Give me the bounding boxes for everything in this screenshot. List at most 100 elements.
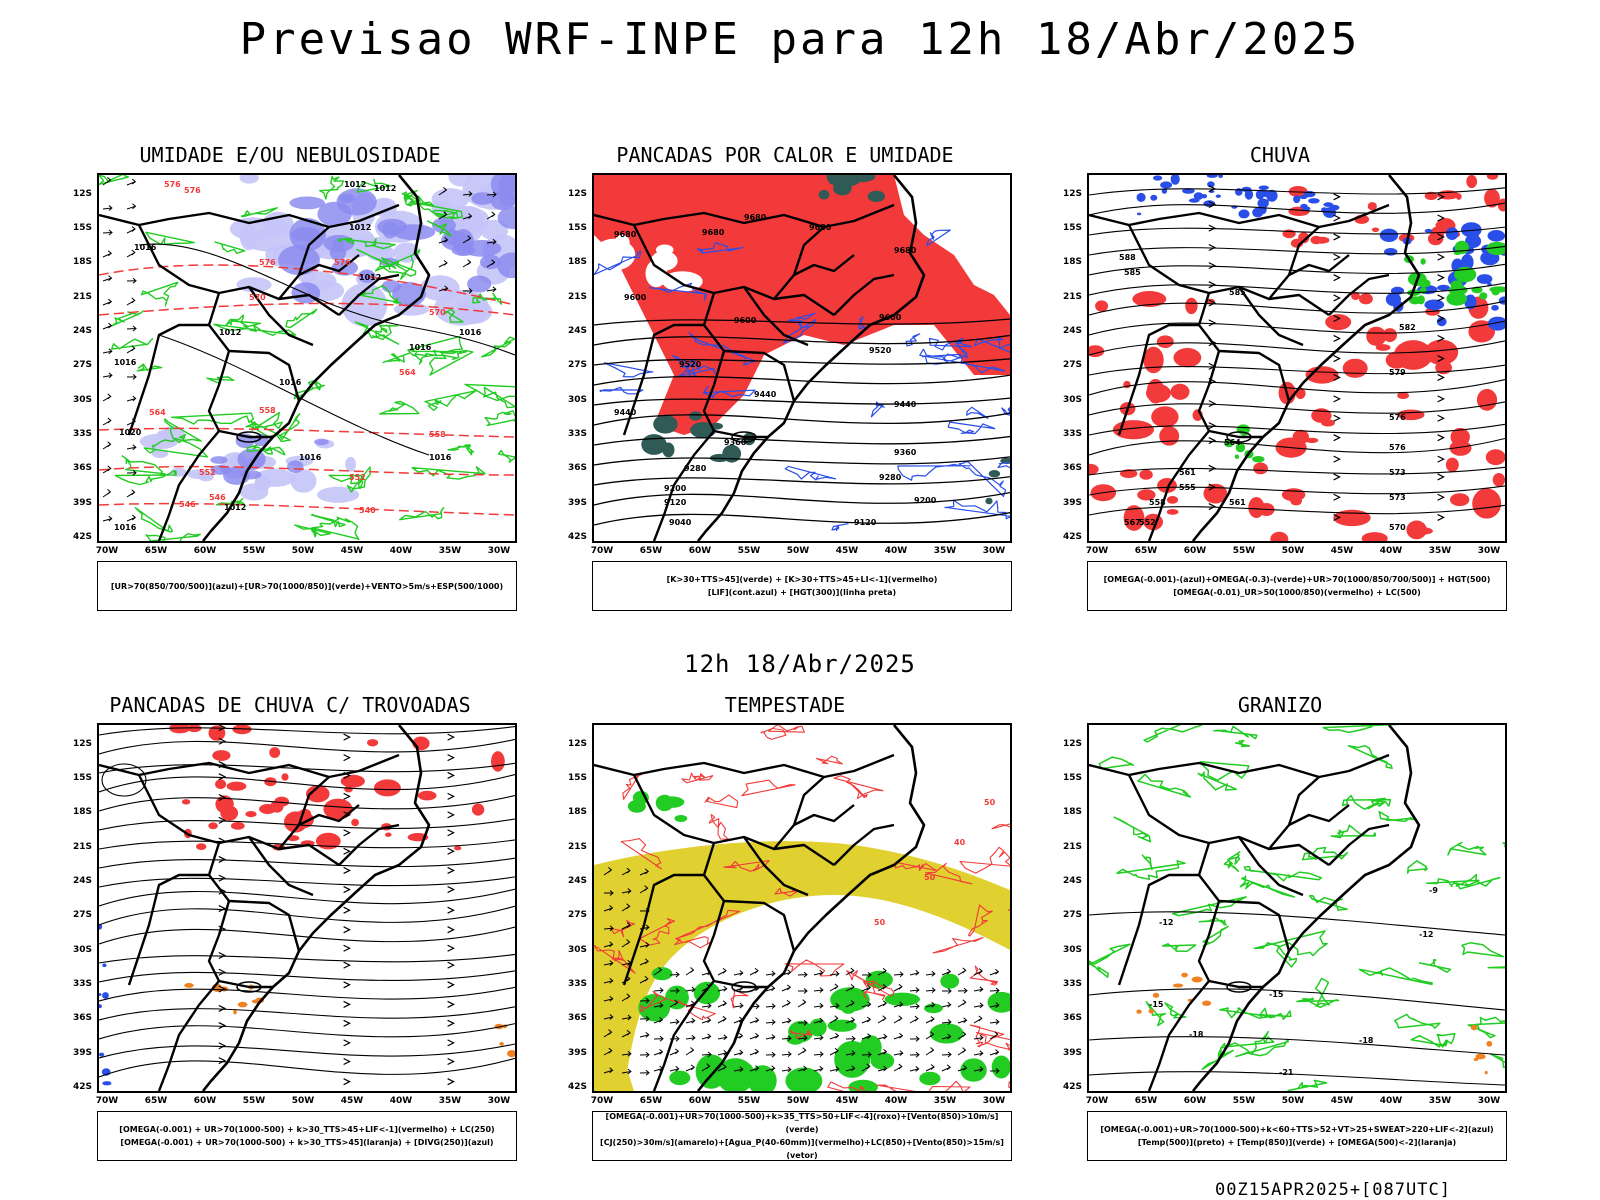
lon-tick-label: 45W: [340, 1096, 364, 1106]
hgt500-label: 573: [1389, 468, 1406, 477]
lat-tick-label: 21S: [1062, 842, 1082, 852]
lat-tick-label: 30S: [567, 395, 587, 405]
isobar-label: 1016: [409, 343, 432, 352]
forecast-map: [99, 725, 515, 1091]
temp-label: -12: [1159, 918, 1173, 927]
lat-tick-label: 15S: [1062, 223, 1082, 233]
lat-tick-label: 24S: [72, 326, 92, 336]
lon-tick-label: 30W: [1477, 546, 1501, 556]
hgt500-label: 552: [1139, 518, 1156, 527]
isobar-label: 1020: [119, 428, 142, 437]
lat-tick-label: 42S: [72, 532, 92, 542]
lat-tick-label: 12S: [567, 189, 587, 199]
lat-tick-label: 30S: [1062, 945, 1082, 955]
hgt-label: 9600: [879, 313, 902, 322]
panel-title: TEMPESTADE: [724, 693, 846, 717]
thickness-label: 576: [334, 258, 351, 267]
hgt-label: 9440: [894, 400, 917, 409]
lon-tick-label: 65W: [1134, 546, 1158, 556]
temp-label: -12: [1419, 930, 1433, 939]
panel-title: PANCADAS DE CHUVA C/ TROVOADAS: [109, 693, 471, 717]
temp-label: -18: [1359, 1036, 1374, 1045]
map-frame: 1012 1012 1012 1012 1016 1012 1016 1016 1016 1016…: [97, 173, 517, 543]
lat-tick-label: 18S: [72, 807, 92, 817]
hgt500-label: 582: [1399, 323, 1416, 332]
lat-tick-label: 36S: [1062, 1013, 1082, 1023]
lon-tick-label: 55W: [242, 1096, 266, 1106]
lon-tick-label: 50W: [786, 1096, 810, 1106]
lon-tick-label: 45W: [1330, 1096, 1354, 1106]
lat-tick-label: 36S: [567, 1013, 587, 1023]
lon-tick-label: 30W: [487, 1096, 511, 1106]
thickness-label: 570: [429, 308, 446, 317]
lon-tick-label: 35W: [933, 546, 957, 556]
lat-tick-label: 15S: [567, 223, 587, 233]
legend-line: [OMEGA(-0.001) + UR>70(1000-500) + k>30_…: [119, 1125, 495, 1134]
lat-tick-label: 15S: [567, 773, 587, 783]
legend-box: [UR>70(850/700/500)](azul)+[UR>70(1000/8…: [97, 561, 517, 611]
thickness-label: 564: [149, 408, 166, 417]
lon-tick-label: 65W: [639, 546, 663, 556]
lat-tick-label: 42S: [1062, 1082, 1082, 1092]
hgt500-label: 588: [1119, 253, 1136, 262]
lon-tick-label: 65W: [144, 1096, 168, 1106]
map-frame: 9680 9680 9680 9680 9680 9600 9600 9600 9520 9520…: [592, 173, 1012, 543]
lat-tick-label: 27S: [72, 910, 92, 920]
lon-tick-label: 30W: [982, 546, 1006, 556]
thickness-label: 576: [184, 186, 201, 195]
isobar-label: 1016: [279, 378, 302, 387]
lat-tick-label: 39S: [567, 1048, 587, 1058]
lon-tick-label: 65W: [639, 1096, 663, 1106]
thickness-label: 570: [249, 293, 266, 302]
hgt500-label: 576: [1389, 443, 1406, 452]
lat-tick-label: 12S: [1062, 739, 1082, 749]
lon-tick-label: 70W: [1085, 546, 1109, 556]
hgt-label: 9360: [894, 448, 917, 457]
legend-line: [CJ(250)>30m/s](amarelo)+[Agua_P(40-60mm…: [600, 1138, 1004, 1160]
lon-tick-label: 50W: [291, 1096, 315, 1106]
lat-tick-label: 27S: [1062, 360, 1082, 370]
lat-tick-label: 36S: [72, 463, 92, 473]
hgt500-label: 570: [1389, 523, 1406, 532]
lat-tick-label: 30S: [72, 945, 92, 955]
lon-tick-label: 35W: [933, 1096, 957, 1106]
mid-title: 12h 18/Abr/2025: [684, 650, 916, 678]
lat-tick-label: 27S: [567, 360, 587, 370]
lon-tick-label: 40W: [1379, 1096, 1403, 1106]
lon-tick-label: 60W: [193, 1096, 217, 1106]
forecast-map: 9680 9680 9680 9680 9680 9600 9600 9600 9520 9520…: [594, 175, 1010, 541]
thickness-label: 564: [399, 368, 416, 377]
lc850-label: 50: [874, 918, 886, 927]
lon-tick-label: 70W: [1085, 1096, 1109, 1106]
legend-box: [OMEGA(-0.001)-(azul)+OMEGA(-0.3)-(verde…: [1087, 561, 1507, 611]
panel-pancadas-calor: PANCADAS POR CALOR E UMIDADE 12S 15S 18S 21S…: [555, 143, 1015, 633]
thickness-label: 546: [179, 500, 196, 509]
isobar-label: 1016: [429, 453, 452, 462]
lat-tick-label: 42S: [567, 532, 587, 542]
run-footer: 00Z15APR2025+[087UTC]: [1215, 1180, 1451, 1200]
lat-tick-label: 18S: [1062, 257, 1082, 267]
thickness-label: 552: [349, 473, 366, 482]
lat-tick-label: 33S: [1062, 979, 1082, 989]
hgt-label: 9280: [684, 464, 707, 473]
lat-tick-label: 30S: [72, 395, 92, 405]
lon-tick-label: 60W: [193, 546, 217, 556]
lon-tick-label: 35W: [438, 546, 462, 556]
isobar-label: 1012: [219, 328, 241, 337]
lon-tick-label: 50W: [291, 546, 315, 556]
lon-tick-label: 50W: [1281, 546, 1305, 556]
lon-tick-label: 30W: [1477, 1096, 1501, 1106]
lon-tick-label: 55W: [1232, 546, 1256, 556]
hgt500-label: 564: [1224, 438, 1241, 447]
lon-tick-label: 60W: [688, 1096, 712, 1106]
main-title: Previsao WRF-INPE para 12h 18/Abr/2025: [239, 14, 1361, 65]
lat-tick-label: 42S: [72, 1082, 92, 1092]
hgt-label: 9200: [664, 484, 687, 493]
panel-title: CHUVA: [1249, 143, 1311, 167]
legend-line: [OMEGA(-0.001)+UR>70(1000-500)+k>35_TTS>…: [605, 1112, 999, 1134]
isobar-label: 1016: [459, 328, 482, 337]
lat-tick-label: 30S: [567, 945, 587, 955]
hgt-label: 9200: [914, 496, 937, 505]
panel-chuva: CHUVA 12S 15S 18S 21S 24S 27S 30S 33S 36S 39S 42S 70…: [1050, 143, 1510, 633]
lat-tick-label: 39S: [72, 498, 92, 508]
